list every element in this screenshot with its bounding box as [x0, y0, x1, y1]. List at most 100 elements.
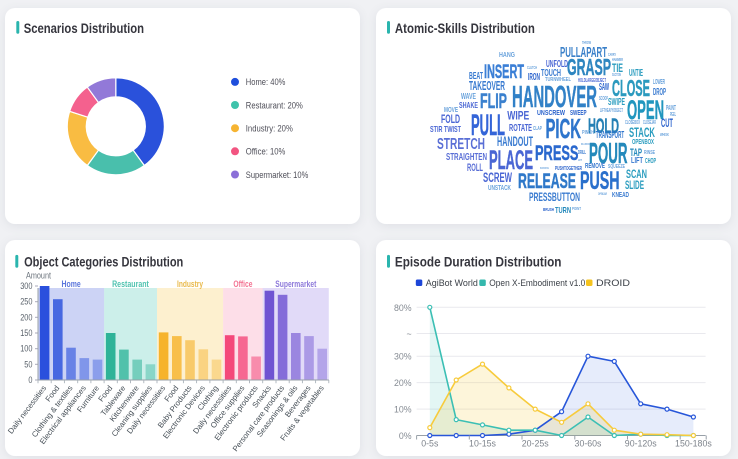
svg-text:80%: 80%: [394, 303, 412, 313]
svg-text:0-5s: 0-5s: [421, 439, 439, 449]
svg-text:Restaurant: 20%: Restaurant: 20%: [246, 100, 303, 111]
svg-text:300: 300: [20, 281, 32, 291]
svg-text:HIT: HIT: [578, 158, 582, 162]
svg-text:TAP: TAP: [630, 147, 642, 159]
svg-text:LOWER: LOWER: [653, 79, 665, 86]
svg-text:POINT: POINT: [572, 206, 581, 211]
svg-text:Restaurant: Restaurant: [112, 279, 149, 290]
svg-text:LIFTHEAVYOBJECT: LIFTHEAVYOBJECT: [600, 108, 623, 114]
svg-text:Industry: 20%: Industry: 20%: [246, 124, 293, 135]
svg-text:Home: 40%: Home: 40%: [246, 77, 286, 88]
svg-text:UNTIE: UNTIE: [629, 68, 643, 79]
svg-text:CARRY: CARRY: [608, 52, 616, 57]
svg-text:PAINT: PAINT: [666, 105, 676, 112]
svg-text:THROW: THROW: [582, 40, 591, 45]
svg-text:TOUCH: TOUCH: [541, 68, 561, 79]
svg-text:150-180s: 150-180s: [675, 439, 712, 449]
svg-text:SLIDE: SLIDE: [625, 178, 644, 192]
svg-text:TAKEOVER: TAKEOVER: [469, 79, 505, 93]
svg-text:30-60s: 30-60s: [575, 439, 602, 449]
svg-text:CUT: CUT: [661, 116, 673, 130]
svg-text:STIR TWIST: STIR TWIST: [430, 124, 462, 134]
svg-text:FOLD: FOLD: [441, 112, 460, 126]
svg-text:20-25s: 20-25s: [522, 439, 549, 449]
svg-text:PULL: PULL: [471, 109, 505, 142]
svg-text:Supermarket: 10%: Supermarket: 10%: [246, 170, 309, 181]
svg-text:Office: Office: [233, 279, 252, 290]
svg-text:Office: 10%: Office: 10%: [246, 147, 286, 158]
svg-text:30%: 30%: [394, 352, 412, 362]
svg-text:20%: 20%: [394, 378, 412, 388]
svg-text:HOLD: HOLD: [588, 113, 619, 138]
svg-text:KNEAD: KNEAD: [612, 192, 629, 199]
svg-text:50: 50: [24, 359, 32, 369]
svg-text:DROID: DROID: [596, 278, 630, 289]
svg-text:GRASP: GRASP: [567, 54, 611, 80]
svg-text:ROTATE: ROTATE: [509, 123, 532, 134]
svg-text:DROP: DROP: [653, 87, 666, 98]
svg-text:Industry: Industry: [177, 279, 203, 290]
svg-text:SCAN: SCAN: [626, 167, 647, 181]
svg-text:UNSCREW: UNSCREW: [537, 108, 566, 117]
svg-text:BEAT: BEAT: [469, 71, 483, 82]
svg-text:HANDOVER: HANDOVER: [512, 79, 597, 114]
svg-text:Atomic-Skills Distribution: Atomic-Skills Distribution: [395, 21, 535, 37]
svg-text:TRANSPORT: TRANSPORT: [596, 130, 624, 141]
svg-text:Scenarios Distribution: Scenarios Distribution: [24, 21, 144, 37]
svg-text:CLOSEJAR: CLOSEJAR: [643, 120, 656, 126]
svg-text:UNFOLD: UNFOLD: [546, 59, 568, 70]
svg-text:200: 200: [20, 312, 32, 322]
svg-text:CLUTCH: CLUTCH: [527, 65, 537, 70]
svg-text:PRESS: PRESS: [535, 140, 579, 165]
svg-text:POUR: POUR: [589, 138, 628, 170]
svg-text:STRAIGHTEN: STRAIGHTEN: [446, 152, 487, 163]
svg-text:WIPE: WIPE: [507, 109, 529, 123]
svg-text:Home: Home: [62, 279, 81, 290]
svg-text:90-120s: 90-120s: [625, 439, 657, 449]
svg-text:PUSHTOGETHER: PUSHTOGETHER: [555, 166, 582, 172]
svg-text:OPENBOX: OPENBOX: [632, 139, 654, 146]
svg-text:STRETCH: STRETCH: [437, 135, 485, 153]
svg-text:CLAP: CLAP: [533, 126, 542, 132]
svg-text:SAW: SAW: [599, 82, 609, 93]
svg-text:CLOSE: CLOSE: [612, 75, 650, 101]
svg-text:BRUSH: BRUSH: [543, 207, 554, 212]
svg-text:AgiBot World: AgiBot World: [426, 278, 478, 289]
svg-text:250: 250: [20, 297, 32, 307]
svg-text:PICK: PICK: [546, 113, 582, 144]
svg-text:TIE: TIE: [612, 61, 623, 75]
svg-text:RELEASE: RELEASE: [518, 170, 576, 193]
svg-text:REMOVE: REMOVE: [585, 163, 605, 170]
svg-text:INSERT: INSERT: [484, 61, 524, 83]
svg-text:STACK: STACK: [629, 125, 655, 140]
svg-text:Object Categories Distribution: Object Categories Distribution: [24, 255, 183, 271]
svg-text:TURNWHEEL: TURNWHEEL: [545, 77, 571, 83]
svg-text:OPENJAR: OPENJAR: [598, 192, 607, 196]
svg-text:HANDOUT: HANDOUT: [497, 134, 533, 149]
svg-text:HAMMER: HAMMER: [612, 57, 623, 62]
svg-text:MOVE: MOVE: [444, 107, 458, 114]
svg-text:SCOOP: SCOOP: [599, 96, 608, 102]
svg-text:FLIP: FLIP: [480, 90, 507, 113]
svg-text:SCRATCH: SCRATCH: [540, 166, 549, 170]
svg-text:0%: 0%: [399, 431, 412, 441]
svg-text:PINCH: PINCH: [582, 130, 594, 136]
svg-text:PLACE: PLACE: [489, 144, 533, 175]
svg-text:10-15s: 10-15s: [469, 439, 496, 449]
svg-text:UNSTACK: UNSTACK: [488, 185, 511, 192]
svg-text:~: ~: [406, 329, 411, 339]
svg-text:PUSH: PUSH: [580, 168, 620, 195]
svg-text:100: 100: [20, 344, 32, 354]
svg-text:SCREW: SCREW: [483, 170, 512, 185]
svg-text:0: 0: [28, 375, 32, 385]
svg-text:PEEL: PEEL: [670, 112, 676, 118]
svg-text:SUCTION: SUCTION: [612, 72, 621, 77]
svg-text:Supermarket: Supermarket: [275, 279, 317, 290]
svg-text:Amount: Amount: [26, 271, 51, 281]
svg-text:DRILL: DRILL: [578, 150, 586, 156]
svg-text:Episode Duration Distribution: Episode Duration Distribution: [395, 255, 562, 271]
svg-text:OPEN: OPEN: [627, 95, 664, 125]
svg-text:IRON: IRON: [528, 72, 540, 83]
svg-text:CHOP: CHOP: [645, 158, 656, 165]
svg-text:ROLL: ROLL: [467, 162, 483, 174]
